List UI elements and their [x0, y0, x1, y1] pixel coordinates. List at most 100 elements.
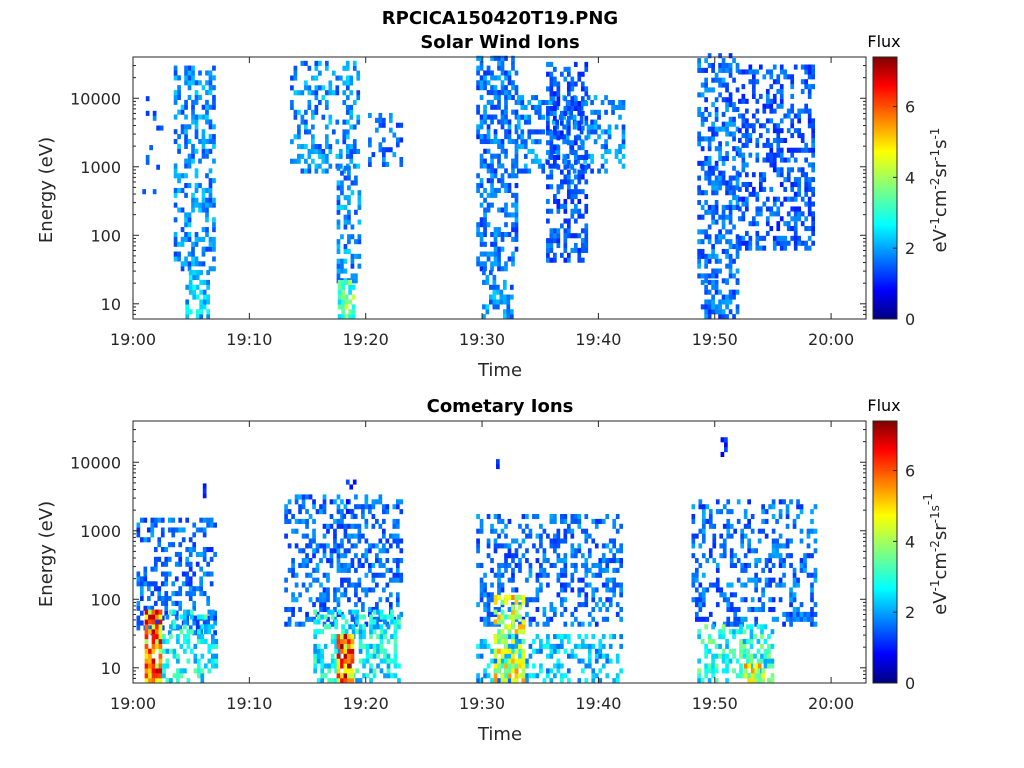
spectrogram-cell: [769, 206, 774, 212]
spectrogram-cell: [711, 62, 715, 69]
spectrogram-cell: [171, 591, 176, 597]
spectrogram-cell: [202, 517, 207, 523]
spectrogram-cell: [521, 513, 526, 520]
spectrogram-cell: [621, 153, 626, 159]
spectrogram-cell: [362, 643, 366, 649]
spectrogram-cell: [546, 140, 550, 146]
spectrogram-cell: [492, 274, 497, 281]
spectrogram-cell: [184, 70, 188, 76]
spectrogram-cell: [490, 75, 494, 81]
spectrogram-cell: [800, 137, 805, 144]
spectrogram-cell: [376, 624, 380, 630]
spectrogram-cell: [534, 129, 539, 135]
spectrogram-cell: [527, 168, 532, 174]
spectrogram-cell: [712, 533, 717, 539]
spectrogram-cell: [748, 123, 753, 129]
spectrogram-cell: [721, 294, 726, 300]
spectrogram-cell: [813, 621, 818, 627]
spectrogram-cell: [340, 543, 344, 549]
spectrogram-cell: [347, 219, 351, 225]
spectrogram-cell: [158, 663, 163, 669]
spectrogram-cell: [297, 124, 301, 130]
spectrogram-cell: [490, 114, 494, 120]
spectrogram-cell: [708, 553, 713, 559]
spectrogram-cell: [714, 234, 719, 240]
spectrogram-cell: [700, 638, 705, 645]
spectrogram-cell: [580, 562, 585, 569]
spectrogram-cell: [560, 572, 564, 578]
spectrogram-cell: [810, 611, 814, 617]
spectrogram-cell: [500, 148, 505, 154]
spectrogram-cell: [714, 253, 719, 259]
spectrogram-cell: [326, 597, 330, 603]
spectrogram-cell: [365, 648, 370, 654]
spectrogram-cell: [379, 638, 384, 645]
spectrogram-cell: [500, 653, 505, 659]
spectrogram-cell: [779, 103, 784, 109]
spectrogram-cell: [191, 148, 195, 154]
spectrogram-cell: [725, 299, 729, 305]
spectrogram-cell: [314, 75, 319, 81]
spectrogram-cell: [341, 309, 345, 315]
spectrogram-cell: [732, 155, 736, 162]
spectrogram-cell: [593, 95, 598, 101]
spectrogram-cell: [570, 528, 575, 534]
spectrogram-cell: [476, 187, 480, 193]
spectrogram-cell: [803, 611, 807, 617]
spectrogram-cell: [768, 582, 772, 588]
spectrogram-cell: [315, 562, 320, 569]
spectrogram-cell: [316, 619, 321, 625]
spectrogram-cell: [194, 114, 199, 120]
spectrogram-cell: [497, 143, 501, 149]
spectrogram-cell: [553, 533, 557, 539]
spectrogram-cell: [757, 678, 762, 684]
spectrogram-cell: [786, 211, 791, 217]
spectrogram-cell: [497, 55, 501, 61]
spectrogram-cell: [584, 61, 589, 67]
spectrogram-cell: [806, 572, 811, 578]
spectrogram-cell: [199, 270, 204, 276]
spectrogram-cell: [393, 658, 398, 664]
spectrogram-cell: [155, 614, 159, 620]
spectrogram-cell: [755, 196, 760, 202]
spectrogram-cell: [301, 504, 306, 510]
spectrogram-cell: [192, 571, 197, 577]
spectrogram-cell: [542, 548, 547, 554]
spectrogram-cell: [164, 591, 169, 597]
spectrogram-cell: [169, 624, 173, 630]
spectrogram-cell: [539, 533, 543, 539]
spectrogram-cell: [155, 643, 159, 649]
colorbar-gradient: [872, 420, 898, 684]
spectrogram-cell: [210, 663, 215, 669]
spectrogram-cell: [399, 611, 404, 617]
spectrogram-cell: [697, 131, 701, 137]
spectrogram-cell: [500, 663, 505, 669]
spectrogram-cell: [355, 668, 359, 674]
spectrogram-cell: [482, 279, 486, 285]
spectrogram-cell: [291, 567, 295, 573]
spectrogram-cell: [207, 643, 212, 649]
spectrogram-cell: [497, 266, 501, 272]
spectrogram-cell: [607, 124, 612, 130]
spectrogram-cell: [185, 615, 190, 621]
spectrogram-cell: [535, 597, 540, 603]
spectrogram-cell: [755, 69, 760, 75]
spectrogram-cell: [350, 673, 355, 679]
spectrogram-cell: [516, 119, 521, 125]
spectrogram-cell: [158, 614, 163, 620]
spectrogram-cell: [546, 86, 550, 92]
spectrogram-cell: [483, 587, 487, 593]
spectrogram-cell: [393, 673, 398, 679]
spectrogram-cell: [587, 582, 592, 588]
spectrogram-cell: [180, 104, 185, 110]
spectrogram-cell: [187, 80, 192, 86]
spectrogram-cell: [335, 90, 340, 96]
spectrogram-cell: [151, 678, 156, 684]
spectrogram-cell: [556, 572, 561, 578]
spectrogram-cell: [340, 538, 344, 544]
spectrogram-cell: [186, 678, 191, 684]
spectrogram-cell: [572, 124, 577, 130]
x-tick-label: 19:20: [343, 694, 389, 713]
spectrogram-cell: [714, 185, 719, 191]
spectrogram-cell: [162, 668, 166, 674]
